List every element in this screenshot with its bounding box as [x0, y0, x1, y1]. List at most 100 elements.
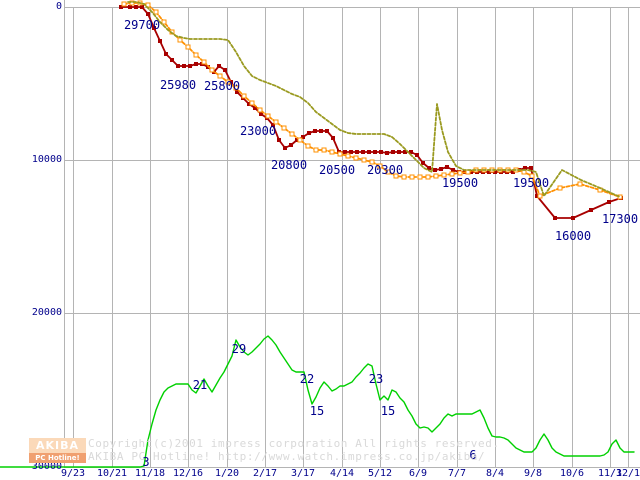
- series-marker-price-min: [277, 138, 281, 142]
- series-marker-price-mid: [385, 169, 391, 175]
- series-marker-price-mid: [557, 185, 563, 191]
- x-tick-label: 2/17: [252, 468, 278, 479]
- series-marker-price-mid: [233, 85, 239, 91]
- series-marker-price-mid: [241, 93, 247, 99]
- price-point-label: 25800: [203, 79, 241, 93]
- price-point-label: 29700: [123, 18, 161, 32]
- x-tick-label: 9/23: [60, 468, 86, 479]
- series-marker-price-min: [119, 5, 123, 9]
- x-tick-label: 6/9: [408, 468, 428, 479]
- series-marker-price-min: [553, 216, 557, 220]
- series-marker-price-mid: [529, 173, 535, 179]
- series-marker-price-min: [439, 167, 443, 171]
- series-layer: [0, 0, 635, 468]
- x-tick-label: 10/6: [559, 468, 585, 479]
- series-marker-price-min: [415, 153, 419, 157]
- series-path-quantity: [0, 335, 635, 468]
- series-marker-price-min: [529, 166, 533, 170]
- series-marker-price-mid: [441, 172, 447, 178]
- quantity-point-label: 22: [299, 372, 315, 386]
- quantity-point-label: 15: [380, 404, 396, 418]
- series-marker-price-min: [385, 151, 389, 155]
- series-marker-price-min: [355, 150, 359, 154]
- series-marker-price-min: [152, 26, 156, 30]
- series-marker-price-min: [170, 58, 174, 62]
- series-marker-price-mid: [257, 107, 263, 113]
- series-marker-price-min: [283, 146, 287, 150]
- series-marker-price-min: [271, 123, 275, 127]
- logo-bottom: PC Hotline!: [29, 453, 86, 463]
- series-marker-price-mid: [281, 125, 287, 131]
- x-tick-label: 3/17: [290, 468, 316, 479]
- series-marker-price-min: [535, 194, 539, 198]
- series-marker-price-mid: [329, 149, 335, 155]
- price-point-label: 20300: [366, 163, 404, 177]
- y-tick-label: 10000: [31, 154, 62, 165]
- y-tick-label: 0: [55, 1, 62, 12]
- series-marker-price-min: [433, 168, 437, 172]
- series-marker-price-min: [146, 12, 150, 16]
- quantity-point-label: 21: [192, 378, 208, 392]
- series-marker-price-min: [176, 64, 180, 68]
- series-marker-price-mid: [433, 173, 439, 179]
- series-marker-price-mid: [401, 174, 407, 180]
- series-marker-price-mid: [321, 147, 327, 153]
- series-marker-price-min: [295, 138, 299, 142]
- logo-top: AKIBA: [29, 438, 86, 453]
- logo-top-text: AKIBA: [35, 439, 80, 452]
- grid-lines: [64, 0, 640, 468]
- series-marker-price-min: [301, 135, 305, 139]
- series-marker-price-mid: [457, 170, 463, 176]
- series-marker-price-min: [247, 102, 251, 106]
- series-marker-price-mid: [353, 155, 359, 161]
- price-point-label: 20800: [270, 158, 308, 172]
- series-marker-price-min: [427, 166, 431, 170]
- series-marker-price-mid: [177, 37, 183, 43]
- series-marker-price-mid: [217, 73, 223, 79]
- x-tick-label: 7/7: [447, 468, 467, 479]
- quantity-point-label: 23: [368, 372, 384, 386]
- price-point-label: 19500: [441, 176, 479, 190]
- series-marker-price-min: [421, 161, 425, 165]
- y-tick-label: 30000: [31, 461, 62, 472]
- series-marker-price-mid: [153, 9, 159, 15]
- series-marker-price-mid: [249, 100, 255, 106]
- x-tick-label: 11/3: [597, 468, 623, 479]
- series-marker-price-min: [571, 216, 575, 220]
- series-marker-price-mid: [393, 173, 399, 179]
- series-marker-price-mid: [409, 174, 415, 180]
- series-marker-price-mid: [577, 181, 583, 187]
- series-marker-price-min: [511, 170, 515, 174]
- x-tick-label: 1/20: [214, 468, 240, 479]
- series-marker-price-mid: [161, 19, 167, 25]
- series-marker-price-min: [140, 5, 144, 9]
- series-marker-price-min: [487, 170, 491, 174]
- copyright-watermark: Copyright(c)2001 impress corporation All…: [88, 437, 500, 463]
- series-marker-price-mid: [337, 151, 343, 157]
- series-marker-price-mid: [313, 147, 319, 153]
- series-marker-price-min: [409, 150, 413, 154]
- series-marker-price-min: [134, 5, 138, 9]
- series-marker-price-min: [164, 52, 168, 56]
- series-marker-price-mid: [185, 44, 191, 50]
- series-marker-price-mid: [377, 163, 383, 169]
- series-marker-price-min: [223, 68, 227, 72]
- series-marker-price-mid: [273, 119, 279, 125]
- x-tick-label: 12/1: [615, 468, 640, 479]
- series-marker-price-min: [331, 136, 335, 140]
- series-marker-price-mid: [121, 1, 127, 7]
- series-marker-price-min: [188, 64, 192, 68]
- x-tick-label: 11/18: [134, 468, 166, 479]
- series-marker-price-min: [445, 165, 449, 169]
- akiba-pc-hotline-logo: AKIBA PC Hotline!: [29, 438, 86, 464]
- series-marker-price-mid: [193, 52, 199, 58]
- series-marker-price-min: [319, 129, 323, 133]
- series-path-price-max: [127, 1, 621, 198]
- series-marker-price-min: [289, 143, 293, 147]
- series-marker-price-min: [182, 64, 186, 68]
- series-marker-price-min: [349, 150, 353, 154]
- series-marker-price-min: [589, 208, 593, 212]
- logo-bottom-text: PC Hotline!: [35, 454, 80, 462]
- series-marker-price-min: [523, 166, 527, 170]
